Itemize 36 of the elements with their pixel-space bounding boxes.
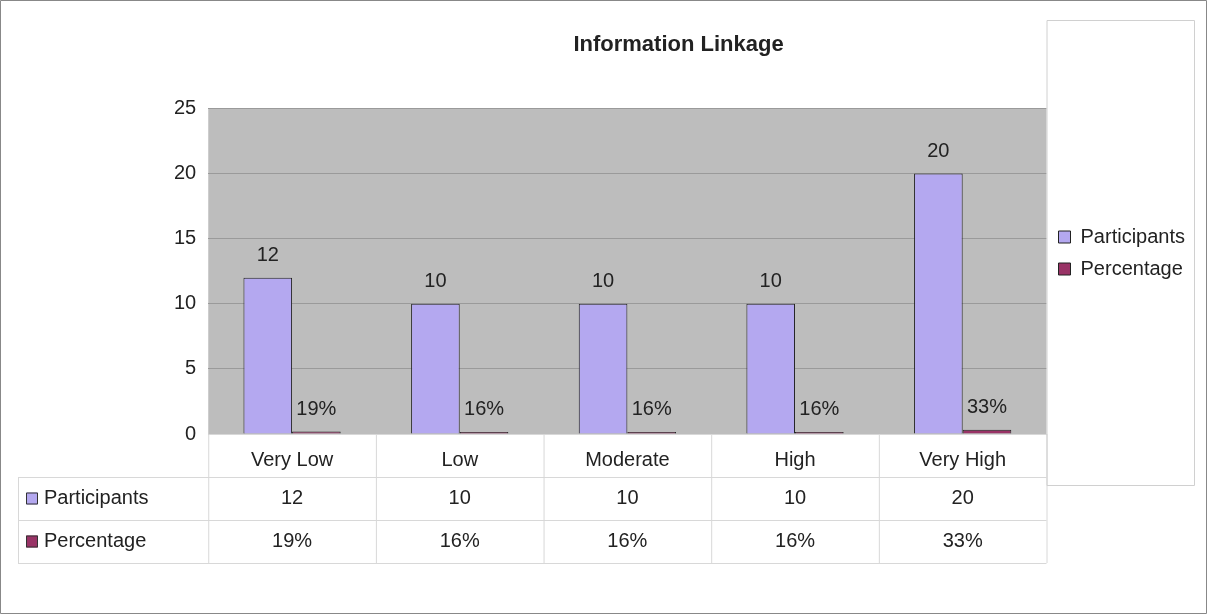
data-label: 10 [448,486,471,509]
text: 16% [799,397,840,420]
text: 10 [424,269,447,292]
legend-label: Participants [44,486,149,509]
text: Percentage [44,529,147,552]
data-label: 33% [942,529,983,552]
data-label: 19% [272,529,313,552]
x-tick-label: Low [441,447,479,470]
y-tick-label: 15 [174,226,197,249]
data-label: 10 [783,486,807,509]
data-label: 16% [607,529,648,552]
text: 33% [966,395,1008,418]
x-tick-label: Very High [919,447,1007,470]
data-label: 12 [280,486,304,509]
x-tick-label: High [774,447,816,470]
x-tick-label: Very Low [250,447,334,470]
text: 10 [591,269,615,292]
y-tick-label: 5 [185,356,197,379]
data-label: 10 [616,486,639,509]
x-tick-label: Moderate [585,447,670,470]
y-tick-label: 0 [185,421,197,444]
y-tick-label: 25 [174,95,197,118]
text: 10 [759,269,782,292]
text: 16% [464,397,505,420]
data-label: 16% [775,529,816,552]
text: Participants [1080,224,1186,247]
text: 19% [296,397,337,420]
text: 12 [256,243,279,266]
y-tick-label: 10 [174,291,197,314]
data-label: 16% [439,529,480,552]
legend-label: Percentage [1080,256,1183,279]
y-tick-label: 20 [174,161,197,184]
chart-title: Information Linkage [573,31,784,57]
text: 16% [631,397,672,420]
data-label: 20 [951,486,974,509]
text: 20 [927,139,950,162]
